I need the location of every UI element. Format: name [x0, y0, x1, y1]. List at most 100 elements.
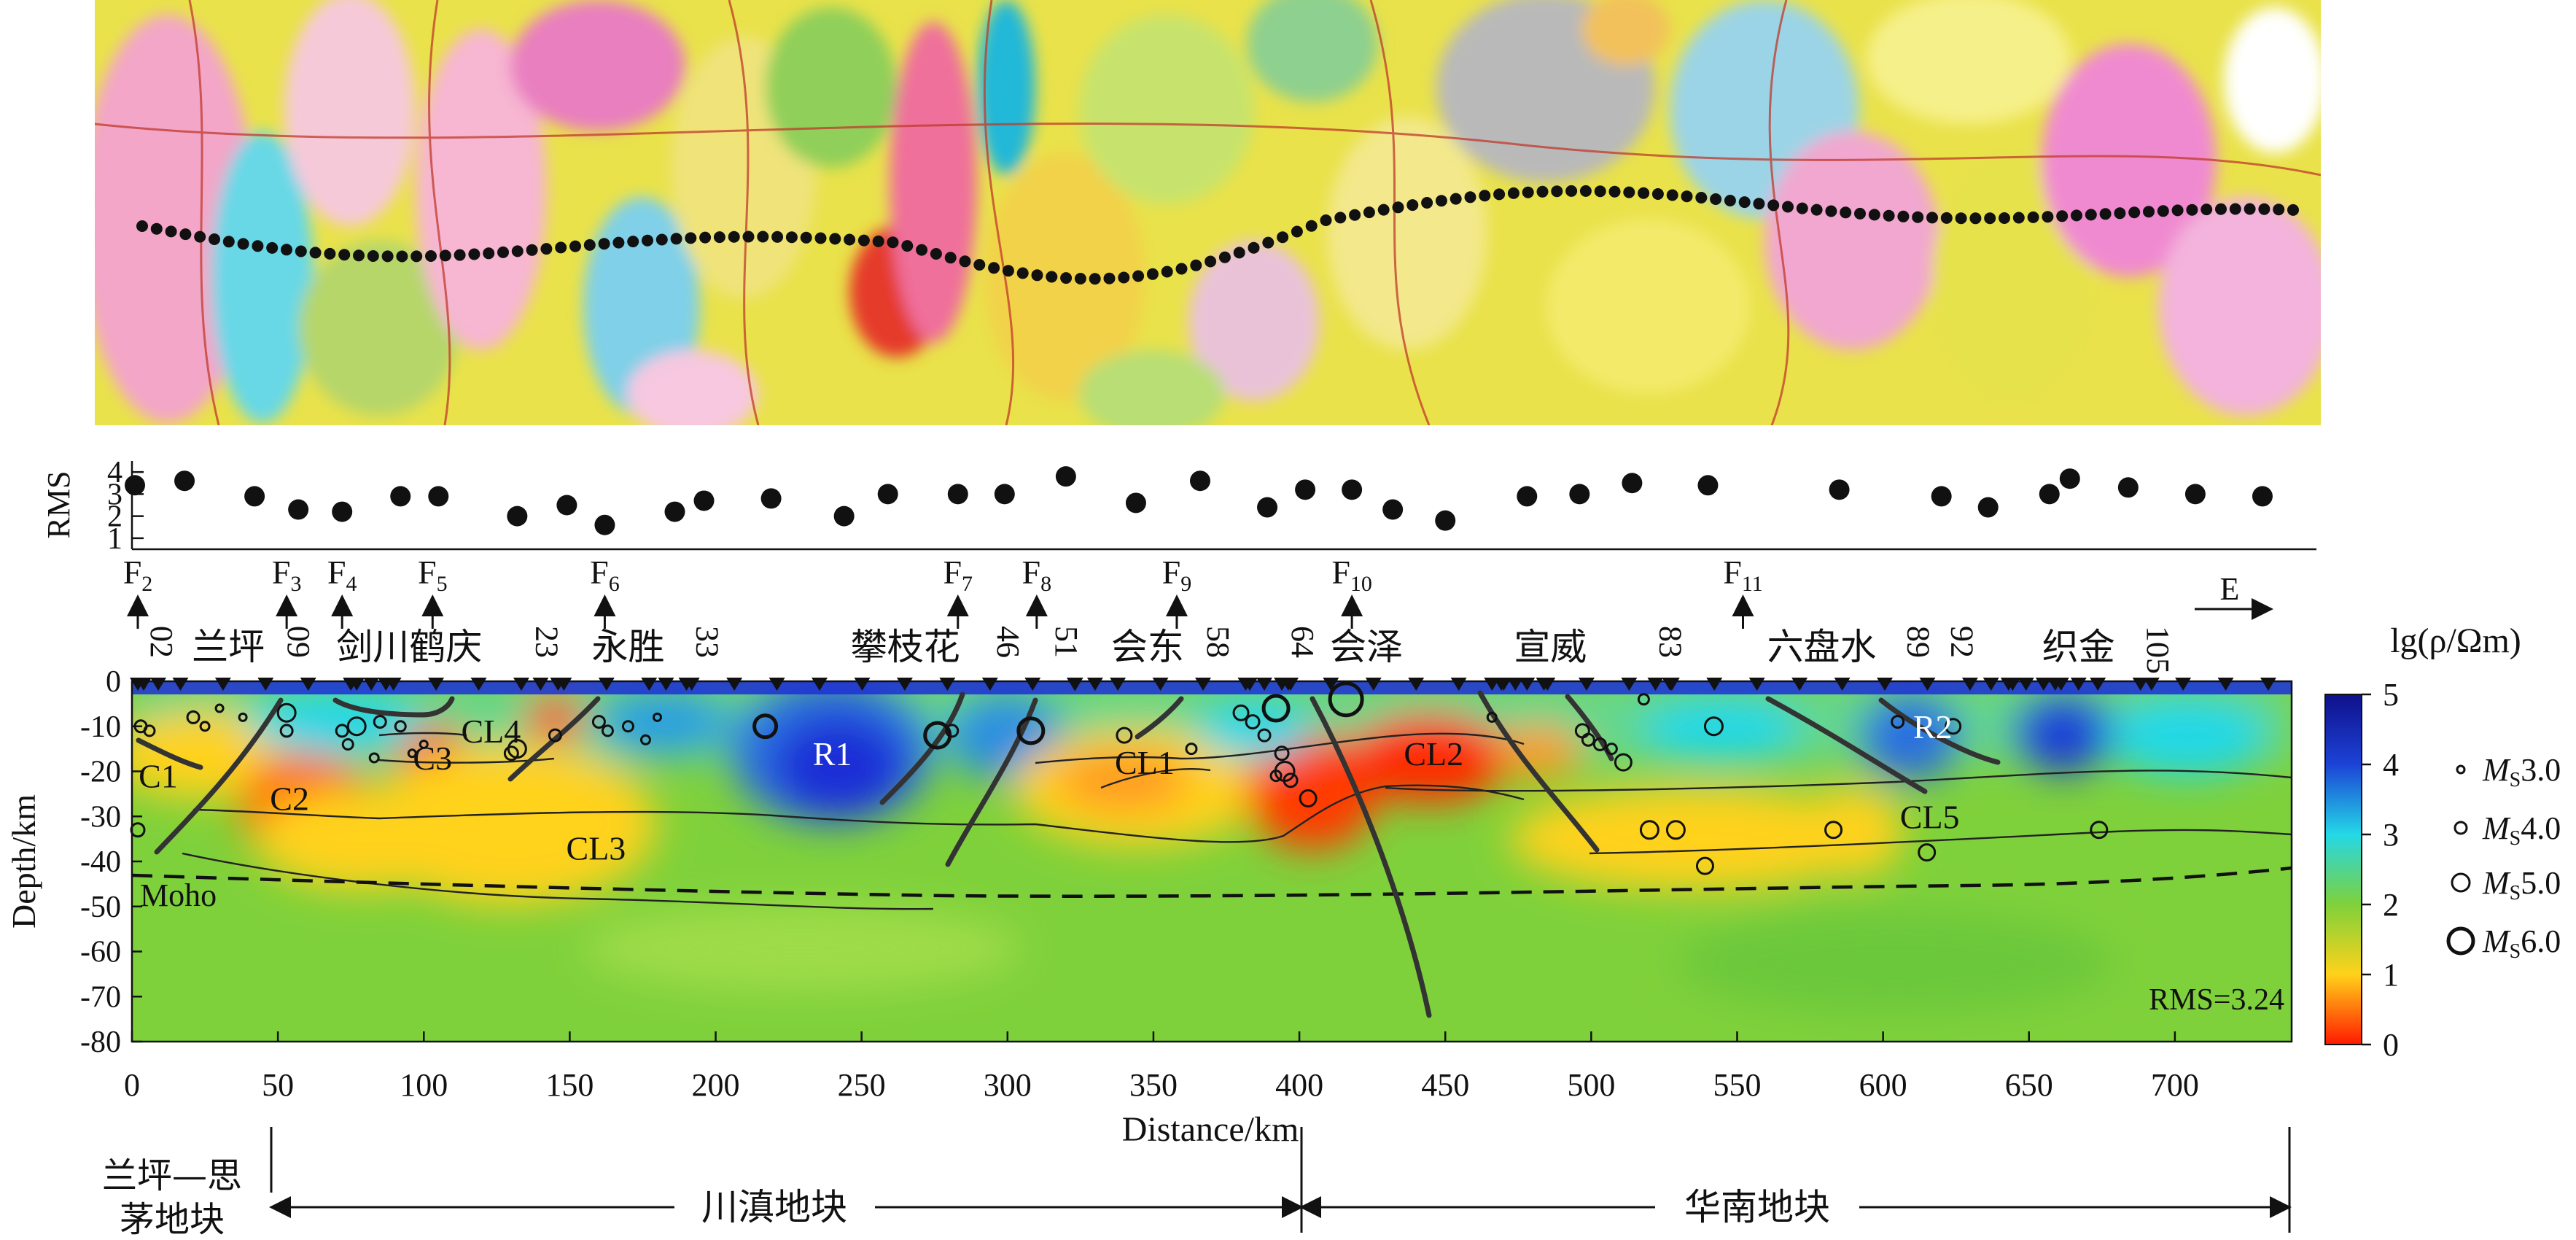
station-triangle	[1194, 678, 1211, 691]
station-number: 58	[1200, 626, 1236, 658]
x-tick-label: 300	[984, 1067, 1032, 1103]
rms-point	[1055, 466, 1076, 487]
map-station-dot	[1016, 267, 1029, 279]
rms-point	[2252, 486, 2273, 507]
station-triangle	[1110, 678, 1126, 691]
rms-point	[428, 486, 449, 507]
map-station-dot	[1940, 212, 1953, 224]
map-station-dot	[569, 240, 581, 252]
map-station-dot	[150, 222, 163, 235]
station-triangle	[2000, 678, 2017, 691]
map-station-dot	[583, 239, 596, 251]
x-tick-label: 600	[1859, 1067, 1907, 1103]
rms-tick-label: 3	[107, 478, 122, 511]
map-station-dot	[237, 238, 249, 250]
map-station-dot	[1507, 187, 1519, 199]
colorbar-tick-label: 5	[2383, 677, 2399, 713]
map-station-dot	[814, 232, 827, 244]
map-station-dot	[2012, 212, 2025, 224]
station-triangle	[1495, 678, 1512, 691]
map-station-dot	[1406, 199, 1419, 212]
map-station-dot	[2056, 210, 2069, 222]
earthquake	[341, 737, 354, 751]
map-station-dot	[425, 250, 437, 262]
earthquake	[1824, 821, 1843, 840]
place-name: 会东	[1111, 626, 1184, 668]
place-names: 兰坪 剑川鹤庆 永胜 攀枝花 会东 会泽 宣威 六盘水 织金	[192, 626, 2115, 668]
x-tick-label: 500	[1567, 1067, 1615, 1103]
colorbar-title: lg(ρ/Ωm)	[2390, 621, 2521, 660]
map-station-dot	[2244, 203, 2256, 215]
y-tick-label: -50	[80, 891, 121, 924]
rms-tick-label: 4	[107, 456, 122, 489]
earthquake	[1261, 694, 1291, 723]
map-station-dot	[973, 259, 986, 271]
station-numbers: 02 09 23 33 46 51 58 64 83 89 92 105	[144, 626, 2176, 674]
block-lanping-simao-line2: 茅地块	[120, 1199, 225, 1240]
station-triangle	[981, 678, 998, 691]
map-station-dot	[526, 244, 538, 256]
station-triangle	[214, 678, 231, 691]
map-station-dot	[1464, 191, 1476, 204]
earthquake	[1283, 772, 1299, 788]
map-station-dot	[1435, 195, 1447, 207]
rms-point	[994, 484, 1015, 505]
map-station-dot	[988, 262, 1000, 274]
earthquake	[1328, 681, 1364, 718]
station-number: 51	[1048, 626, 1084, 658]
station-triangle	[2017, 678, 2034, 691]
y-tick-label: -10	[80, 710, 121, 744]
map-station-dot	[497, 246, 509, 258]
map-station-dot	[1710, 193, 1722, 205]
rms-point	[1697, 475, 1719, 496]
map-station-dot	[901, 240, 914, 252]
map-station-dot	[309, 247, 322, 259]
station-triangle	[641, 678, 658, 691]
station-number: 92	[1945, 626, 1980, 658]
map-station-dot	[1623, 186, 1635, 198]
y-axis-ticks: 0 -10 -20 -30 -40 -50 -60 -70 -80	[80, 665, 142, 1059]
map-station-dot	[468, 248, 480, 260]
rms-point	[1829, 479, 1850, 500]
magnitude-legend-label: MS4.0	[2482, 810, 2561, 850]
rms-point	[664, 501, 685, 522]
station-triangle	[172, 678, 189, 691]
station-triangle	[1791, 678, 1808, 691]
earthquake	[1637, 693, 1650, 706]
rms-point	[2184, 484, 2206, 505]
magnitude-legend-circle	[2454, 821, 2468, 835]
fault-label: F10	[1331, 554, 1372, 596]
map-station-dot	[209, 233, 220, 245]
station-number: 33	[690, 626, 725, 658]
station-triangle	[349, 678, 365, 691]
earthquake	[1639, 820, 1659, 840]
magnitude-legend-circle	[2451, 872, 2471, 893]
map-station-dot	[179, 228, 192, 241]
station-triangle	[678, 678, 695, 691]
earthquake	[238, 712, 248, 722]
map-station-dot	[944, 252, 957, 264]
rms-point	[1569, 484, 1590, 505]
map-station-dot	[627, 236, 639, 248]
colorbar-tick-label: 3	[2383, 817, 2399, 853]
station-triangle	[1748, 678, 1765, 691]
rms-point	[760, 488, 782, 509]
x-tick-label: 150	[545, 1067, 594, 1103]
place-name: 会泽	[1330, 626, 1403, 668]
map-station-dot	[1594, 185, 1606, 198]
station-triangle	[470, 678, 487, 691]
map-station-dot	[713, 231, 725, 244]
map-station-dot	[1883, 209, 1895, 222]
rms-point	[947, 484, 968, 505]
map-station-dot	[2027, 211, 2039, 223]
earthquake	[1614, 753, 1633, 772]
earthquake	[335, 724, 349, 738]
map-station-dot	[1536, 185, 1549, 198]
earthquake	[1245, 714, 1261, 730]
rms-point	[288, 499, 309, 520]
earthquake	[214, 703, 225, 713]
rms-point	[2059, 468, 2080, 489]
station-triangle	[300, 678, 316, 691]
